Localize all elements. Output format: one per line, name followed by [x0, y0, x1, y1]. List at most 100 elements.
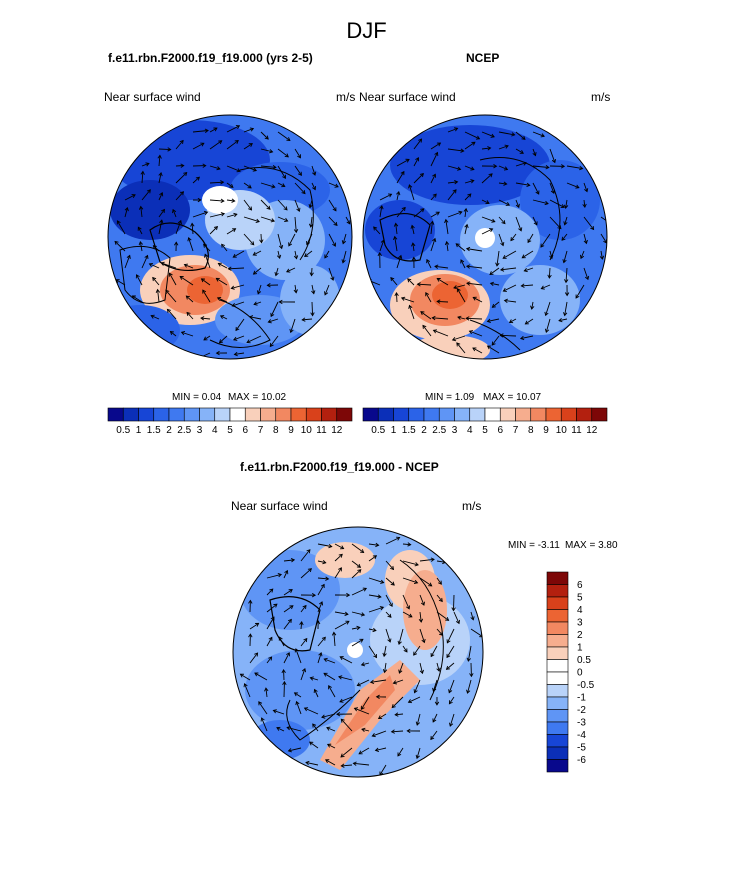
wind-vector	[379, 764, 387, 776]
wind-vector	[124, 255, 131, 269]
wind-vector	[527, 233, 534, 243]
wind-vector	[422, 325, 432, 337]
colorbar-swatch	[153, 407, 170, 422]
wind-vector-head	[126, 254, 131, 259]
wind-vector	[600, 233, 607, 244]
wind-vector	[268, 318, 279, 323]
wind-vector	[288, 233, 296, 247]
wind-vector-head	[152, 276, 157, 282]
wind-vector	[341, 764, 353, 767]
wind-vector	[201, 278, 211, 286]
wind-vector-head	[313, 688, 318, 694]
wind-vector-head	[179, 275, 184, 280]
wind-vector-head	[312, 186, 316, 191]
colorbar-tick-label: 3	[452, 425, 458, 436]
wind-vector	[565, 267, 568, 283]
wind-vector-head	[202, 163, 207, 168]
wind-vector	[209, 213, 225, 218]
panel1-title: f.e11.rbn.F2000.f19_f19.000 (yrs 2-5)	[108, 51, 313, 65]
wind-vector-head	[448, 700, 453, 705]
wind-vector	[437, 301, 449, 303]
wind-vector-head	[502, 254, 507, 259]
wind-vector	[396, 171, 405, 184]
wind-vector-head	[312, 171, 317, 176]
wind-vector	[334, 567, 342, 579]
wind-vector-head	[430, 557, 435, 562]
colorbar-swatch	[546, 596, 569, 610]
wind-vector	[565, 199, 568, 209]
wind-vector-head	[564, 292, 570, 297]
colorbar-tick-label: 8	[273, 425, 279, 436]
wind-vector-head	[454, 127, 459, 132]
wind-vector	[246, 335, 262, 343]
wind-vector-head	[203, 210, 209, 216]
wind-vector-head	[325, 759, 330, 764]
wind-vector-head	[227, 266, 232, 271]
wind-vector	[158, 220, 163, 235]
wind-vector	[296, 701, 302, 715]
wind-vector	[452, 335, 466, 341]
wind-vector-head	[373, 654, 377, 659]
wind-vector-head	[137, 226, 142, 231]
wind-vector	[409, 305, 415, 320]
colorbar-tick-label: 1	[391, 425, 397, 436]
wind-vector-head	[532, 152, 537, 157]
wind-vector	[290, 318, 296, 333]
wind-vector	[402, 645, 408, 653]
wind-vector-head	[456, 342, 461, 347]
wind-vector	[436, 611, 449, 621]
wind-vector-head	[406, 605, 411, 610]
wind-vector	[294, 148, 301, 159]
wind-vector-head	[220, 212, 226, 217]
wind-vector	[430, 142, 441, 150]
wind-vector	[209, 226, 218, 235]
wind-vector	[385, 611, 392, 618]
wind-vector	[413, 208, 425, 218]
wind-vector	[515, 182, 530, 186]
wind-vector	[549, 148, 556, 163]
colorbar-tick-label: 5	[482, 425, 488, 436]
wind-vector-head	[202, 289, 207, 294]
colorbar-swatch	[168, 407, 185, 422]
wind-vector	[373, 226, 381, 235]
wind-vector-head	[260, 717, 265, 722]
wind-vector	[304, 707, 319, 715]
wind-vector	[167, 309, 177, 320]
wind-vector	[532, 199, 549, 205]
panel3-min: MIN = -3.11	[508, 540, 560, 551]
wind-vector-head	[425, 292, 430, 297]
wind-vector	[354, 707, 370, 715]
wind-vector-head	[303, 707, 309, 712]
wind-vector	[243, 216, 260, 223]
wind-vector	[334, 620, 350, 630]
wind-vector-head	[338, 553, 343, 558]
wind-vector	[466, 248, 483, 252]
wind-vector	[209, 127, 218, 133]
wind-vector-head	[213, 226, 219, 231]
wind-vector	[455, 243, 466, 252]
wind-vector	[417, 283, 432, 286]
wind-vector-head	[397, 640, 402, 646]
wind-vector	[491, 335, 500, 346]
wind-vector	[426, 259, 432, 269]
colorbar-tick-label: 5	[577, 593, 583, 604]
wind-vector	[447, 181, 458, 184]
wind-vector	[294, 692, 302, 698]
wind-vector	[317, 601, 323, 613]
colorbar-swatch	[199, 407, 216, 422]
wind-vector-head	[540, 285, 545, 290]
wind-vector	[258, 701, 268, 715]
wind-vector	[203, 243, 211, 252]
wind-vector	[467, 645, 472, 662]
colorbar-swatch	[454, 407, 471, 422]
wind-vector-head	[248, 599, 253, 604]
wind-vector-head	[508, 319, 514, 324]
wind-vector-head	[379, 606, 385, 611]
wind-vector-head	[562, 312, 568, 317]
wind-vector-head	[499, 333, 504, 338]
wind-vector	[515, 199, 520, 208]
colorbar-tick-label: 11	[571, 425, 582, 436]
colorbar-tick-label: 4	[467, 425, 473, 436]
wind-vector-head	[420, 601, 425, 606]
